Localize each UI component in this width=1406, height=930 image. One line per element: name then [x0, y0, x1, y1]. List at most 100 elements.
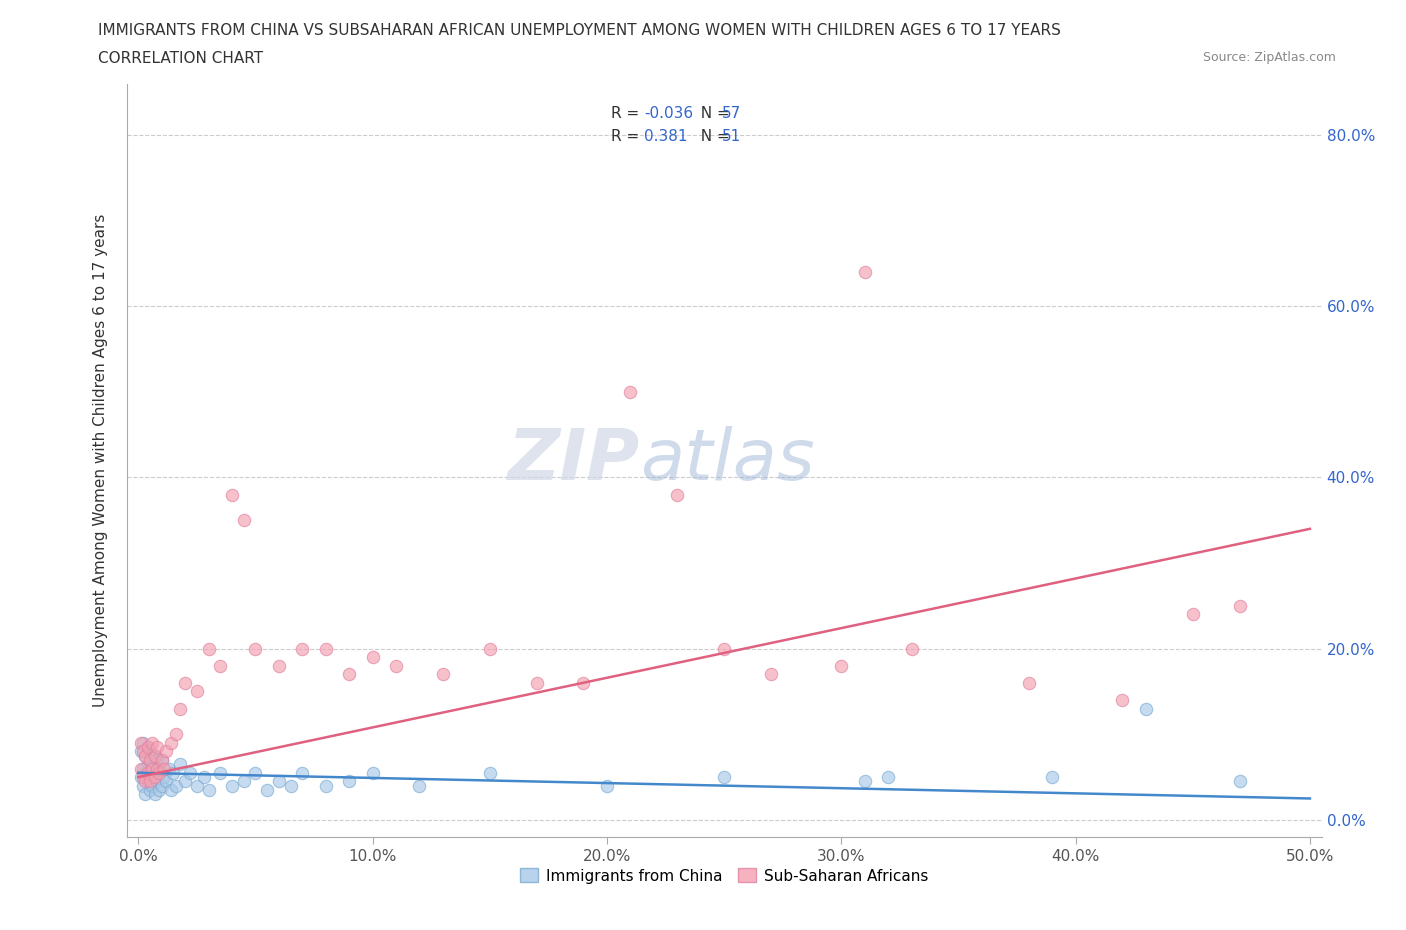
Point [267, 658, 290, 673]
Point [197, 642, 219, 657]
Point [132, 770, 155, 785]
Point [572, 675, 595, 690]
Point [143, 749, 166, 764]
Point [186, 778, 208, 793]
Text: IMMIGRANTS FROM CHINA VS SUBSAHARAN AFRICAN UNEMPLOYMENT AMONG WOMEN WITH CHILDR: IMMIGRANTS FROM CHINA VS SUBSAHARAN AFRI… [98, 23, 1062, 38]
Text: ZIP: ZIP [508, 426, 640, 495]
Point [141, 736, 163, 751]
Point [478, 642, 501, 657]
Point [713, 770, 735, 785]
Text: N =: N = [690, 106, 734, 121]
Point [134, 765, 156, 780]
Point [134, 749, 156, 764]
Point [139, 774, 162, 789]
Point [666, 487, 689, 502]
Point [315, 778, 337, 793]
Point [132, 761, 155, 776]
Point [256, 782, 278, 797]
Point [900, 642, 922, 657]
Text: Source: ZipAtlas.com: Source: ZipAtlas.com [1202, 51, 1336, 64]
Point [155, 774, 177, 789]
Point [193, 770, 215, 785]
Point [759, 667, 782, 682]
Point [141, 761, 163, 776]
Point [136, 739, 159, 754]
Point [596, 778, 619, 793]
Point [174, 774, 197, 789]
Point [221, 778, 243, 793]
Point [132, 744, 155, 759]
Point [153, 761, 176, 776]
Point [141, 752, 163, 767]
Point [129, 761, 152, 776]
Point [1135, 701, 1157, 716]
Y-axis label: Unemployment Among Women with Children Ages 6 to 17 years: Unemployment Among Women with Children A… [93, 214, 108, 707]
Point [129, 736, 152, 751]
Point [146, 761, 169, 776]
Point [136, 774, 159, 789]
Point [157, 761, 180, 776]
Text: R =: R = [610, 129, 644, 144]
Point [162, 765, 184, 780]
Point [134, 749, 156, 764]
Text: 57: 57 [721, 106, 741, 121]
Point [179, 765, 201, 780]
Point [853, 774, 876, 789]
Point [174, 675, 197, 690]
Point [143, 770, 166, 785]
Point [134, 774, 156, 789]
Point [148, 765, 170, 780]
Point [245, 765, 267, 780]
Point [143, 787, 166, 802]
Text: R =: R = [610, 106, 644, 121]
Point [877, 770, 900, 785]
Point [150, 752, 173, 767]
Point [160, 782, 183, 797]
Point [232, 512, 254, 527]
Point [1111, 693, 1133, 708]
Point [408, 778, 430, 793]
Point [209, 658, 232, 673]
Point [160, 736, 183, 751]
Point [1229, 774, 1251, 789]
Point [165, 778, 187, 793]
Text: CORRELATION CHART: CORRELATION CHART [98, 51, 263, 66]
Point [153, 770, 176, 785]
Point [853, 264, 876, 279]
Point [209, 765, 232, 780]
Point [232, 774, 254, 789]
Point [143, 749, 166, 764]
Point [361, 650, 384, 665]
Point [619, 384, 641, 399]
Point [1018, 675, 1040, 690]
Point [315, 642, 337, 657]
Point [267, 774, 290, 789]
Point [713, 642, 735, 657]
Point [478, 765, 501, 780]
Text: -0.036: -0.036 [644, 106, 693, 121]
Point [361, 765, 384, 780]
Point [150, 778, 173, 793]
Point [150, 752, 173, 767]
Point [1181, 607, 1204, 622]
Point [132, 736, 155, 751]
Point [169, 757, 191, 772]
Text: N =: N = [690, 129, 734, 144]
Point [148, 782, 170, 797]
Point [526, 675, 548, 690]
Point [146, 774, 169, 789]
Text: 0.381: 0.381 [644, 129, 688, 144]
Point [1229, 598, 1251, 613]
Point [432, 667, 454, 682]
Point [291, 765, 314, 780]
Point [337, 667, 360, 682]
Point [148, 761, 170, 776]
Text: 51: 51 [721, 129, 741, 144]
Legend: Immigrants from China, Sub-Saharan Africans: Immigrants from China, Sub-Saharan Afric… [515, 862, 934, 890]
Point [830, 658, 852, 673]
Point [129, 770, 152, 785]
Point [136, 757, 159, 772]
Point [129, 744, 152, 759]
Point [169, 701, 191, 716]
Text: atlas: atlas [640, 426, 815, 495]
